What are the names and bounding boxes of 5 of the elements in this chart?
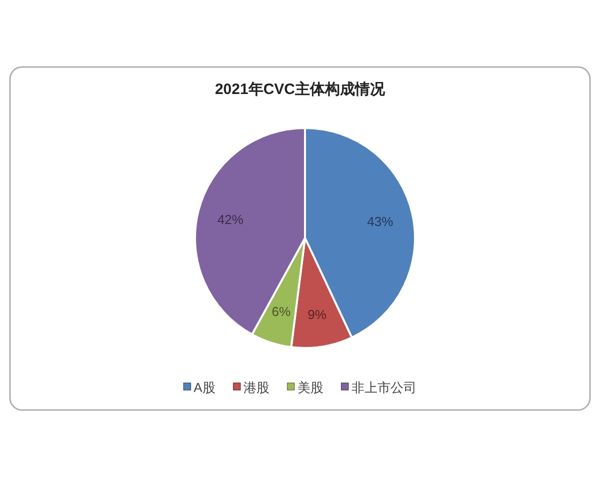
title: 2021年CVC主体构成情况 — [214, 81, 386, 98]
legend-label: A股 — [194, 380, 216, 395]
legend-label: 港股 — [243, 380, 270, 395]
legend-label: 美股 — [297, 380, 324, 395]
legend-label: 非上市公司 — [351, 380, 416, 395]
